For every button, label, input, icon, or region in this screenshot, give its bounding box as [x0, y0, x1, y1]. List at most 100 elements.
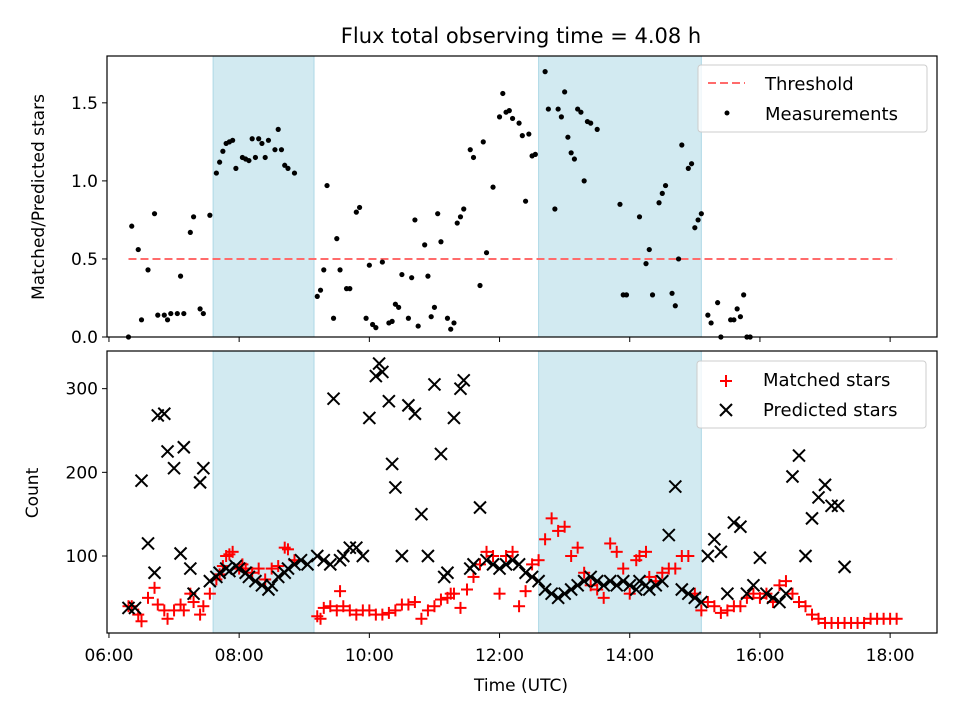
matched-point — [545, 512, 558, 525]
matched-point — [350, 608, 363, 621]
predicted-point — [453, 381, 468, 396]
top-y-tick-label: 0.0 — [71, 328, 98, 348]
measurement-point — [275, 126, 281, 132]
predicted-point — [401, 398, 416, 413]
predicted-point-b — [632, 574, 647, 588]
measurement-point — [428, 314, 434, 320]
measurements-legend-swatch — [724, 110, 730, 116]
predicted-point-b — [811, 490, 826, 505]
matched-point — [640, 545, 653, 558]
predicted-point-b — [837, 560, 852, 574]
bottom-legend-box — [696, 360, 927, 429]
predicted-point-b — [570, 578, 585, 593]
predicted-point-b — [714, 545, 728, 559]
measurement-point — [516, 120, 522, 126]
predicted-point-b — [688, 591, 702, 605]
predicted-point — [714, 545, 728, 559]
predicted-point — [248, 574, 263, 588]
predicted-point-b — [668, 479, 683, 494]
matched-point — [334, 585, 347, 598]
measurement-point — [282, 162, 288, 168]
top-panel: 0.0 0.5 1.0 1.5 Matched/Predicted stars Thr… — [29, 55, 938, 348]
predicted-point-b — [453, 381, 468, 396]
predicted-point-b — [408, 407, 422, 421]
measurement-point — [708, 320, 714, 326]
measurement-point — [519, 133, 525, 139]
measurement-point — [435, 211, 441, 217]
measurement-point — [356, 204, 363, 211]
predicted-point-b — [457, 373, 471, 387]
predicted-point — [551, 591, 565, 605]
predicted-point — [668, 479, 683, 494]
measurement-point — [190, 214, 197, 220]
measurement-point — [389, 318, 395, 324]
predicted-point — [564, 582, 578, 597]
top-y-tick-label: 0.5 — [71, 250, 98, 270]
predicted-point-b — [160, 444, 175, 459]
predicted-point-b — [740, 586, 754, 601]
top-y-axis-label: Matched/Predicted stars — [29, 94, 49, 300]
predicted-point-b — [629, 582, 643, 597]
measurement-point — [392, 301, 398, 307]
measurement-point — [321, 267, 327, 273]
threshold-legend-label: Threshold — [764, 74, 854, 95]
measurement-point — [422, 242, 428, 248]
matched-point — [408, 596, 421, 609]
predicted-point — [707, 532, 722, 546]
predicted-point — [382, 394, 396, 408]
measurement-point — [399, 271, 405, 278]
predicted-point — [167, 461, 181, 475]
measurement-point — [200, 310, 206, 317]
bottom-x-tick-label: 18:00 — [866, 646, 915, 666]
matched-point — [226, 545, 239, 558]
measurement-point — [415, 323, 421, 329]
measurement-point — [155, 312, 161, 318]
predicted-point — [128, 601, 142, 615]
predicted-point-b — [831, 499, 845, 513]
matched-point — [363, 604, 376, 617]
predicted-point — [590, 574, 604, 588]
matched-point — [343, 604, 356, 617]
predicted-point-b — [177, 440, 191, 454]
matched-point — [890, 612, 903, 625]
predicted-point-b — [232, 561, 246, 576]
predicted-point-b — [414, 507, 429, 521]
predicted-point-b — [642, 582, 656, 597]
measurement-point — [138, 317, 145, 323]
matched-point — [519, 585, 532, 598]
measurements-series — [125, 69, 753, 340]
predicted-point-b — [447, 411, 461, 425]
measurements-legend-label: Measurements — [765, 104, 898, 125]
predicted-point — [486, 557, 500, 572]
measurement-point — [246, 157, 252, 164]
predicted-point — [440, 566, 455, 580]
predicted-point-b — [255, 578, 269, 593]
measurement-point — [545, 106, 551, 112]
measurement-point — [643, 261, 649, 267]
predicted-point-b — [242, 570, 256, 584]
predicted-point-b — [610, 578, 624, 593]
measurement-point — [483, 250, 490, 256]
x-axis-label: Time (UTC) — [473, 676, 568, 696]
predicted-point-b — [196, 461, 211, 475]
predicted-point — [388, 480, 403, 495]
top-legend: Threshold Measurements — [697, 64, 928, 133]
measurement-point — [555, 106, 561, 112]
matched-point — [281, 543, 294, 556]
predicted-point — [662, 528, 676, 542]
measurement-point — [688, 161, 695, 167]
predicted-point-b — [157, 407, 171, 421]
measurement-point — [698, 211, 704, 217]
measurement-point — [500, 90, 506, 97]
matched-point — [858, 616, 871, 629]
matched-legend-label: Matched stars — [763, 370, 890, 391]
predicted-point — [805, 511, 819, 526]
bottom-y-axis: 100 200 300 — [66, 380, 107, 567]
matched-point — [779, 575, 792, 588]
matched-point — [203, 587, 216, 600]
matched-point — [194, 608, 207, 621]
matched-point — [773, 579, 786, 592]
measurement-point — [317, 287, 324, 293]
predicted-point — [421, 549, 435, 563]
